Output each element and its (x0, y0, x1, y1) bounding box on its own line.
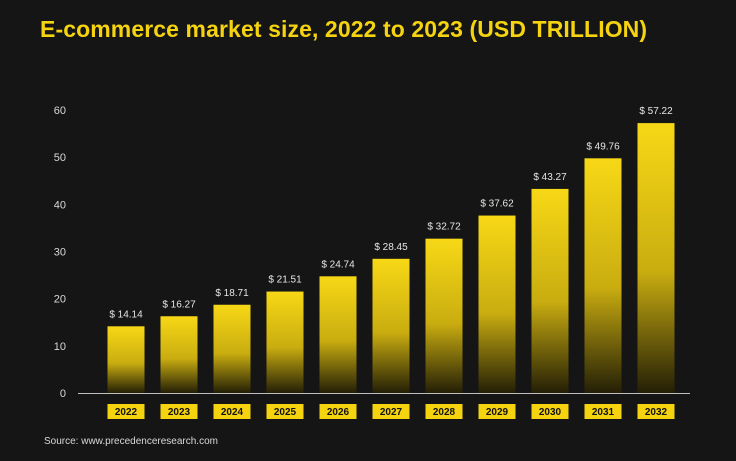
data-label-2025: $ 21.51 (268, 275, 302, 286)
bar-2029 (478, 215, 516, 393)
x-axis-labels: 2022 2023 2024 2025 2026 2027 2028 2029 2030 2031… (107, 404, 675, 419)
y-tick-label: 50 (54, 152, 66, 164)
bar-2027 (372, 258, 410, 393)
y-tick-label: 60 (54, 105, 66, 117)
data-label-2030: $ 43.27 (533, 172, 567, 183)
x-tick-label-2023: 2023 (168, 407, 191, 418)
category-box-2026 (319, 404, 357, 419)
category-box-2022 (107, 404, 145, 419)
bar-2031 (584, 158, 622, 393)
data-label-2032: $ 57.22 (639, 106, 673, 117)
bar-2032 (637, 123, 675, 393)
category-box-2023 (160, 404, 198, 419)
bar-2022 (107, 326, 145, 393)
data-label-2029: $ 37.62 (480, 199, 514, 210)
y-tick-label: 30 (54, 247, 66, 259)
x-tick-label-2022: 2022 (115, 407, 138, 418)
x-tick-label-2024: 2024 (221, 407, 244, 418)
y-tick-label: 40 (54, 199, 66, 211)
bar-2025 (266, 291, 304, 393)
x-tick-label-2031: 2031 (592, 407, 615, 418)
bars: $ 14.14 $ 16.27 $ 18.71 $ 21.51 $ 24.74 $ 28.… (107, 106, 675, 393)
category-box-2030 (531, 404, 569, 419)
y-tick-label: 10 (54, 341, 66, 353)
category-box-2032 (637, 404, 675, 419)
data-label-2026: $ 24.74 (321, 259, 355, 270)
x-tick-label-2026: 2026 (327, 407, 350, 418)
bar-2028 (425, 238, 463, 393)
bar-2024 (213, 304, 251, 393)
x-tick-label-2032: 2032 (645, 407, 668, 418)
bar-2026 (319, 276, 357, 393)
x-tick-label-2025: 2025 (274, 407, 297, 418)
data-label-2022: $ 14.14 (109, 309, 143, 320)
x-tick-label-2029: 2029 (486, 407, 509, 418)
x-tick-label-2028: 2028 (433, 407, 456, 418)
bar-2023 (160, 316, 198, 393)
bar-2030 (531, 188, 569, 393)
category-box-2025 (266, 404, 304, 419)
chart-title: E-commerce market size, 2022 to 2023 (US… (40, 16, 648, 42)
data-label-2031: $ 49.76 (586, 141, 620, 152)
x-tick-label-2030: 2030 (539, 407, 562, 418)
data-label-2027: $ 28.45 (374, 242, 408, 253)
category-box-2024 (213, 404, 251, 419)
y-tick-label: 0 (60, 388, 66, 400)
x-tick-label-2027: 2027 (380, 407, 403, 418)
category-box-2027 (372, 404, 410, 419)
category-box-2031 (584, 404, 622, 419)
category-box-2028 (425, 404, 463, 419)
data-label-2023: $ 16.27 (162, 299, 196, 310)
y-tick-label: 20 (54, 294, 66, 306)
data-label-2024: $ 18.71 (215, 288, 249, 299)
category-box-2029 (478, 404, 516, 419)
data-label-2028: $ 32.72 (427, 222, 461, 233)
source-note: Source: www.precedenceresearch.com (44, 436, 218, 447)
y-axis: 0 10 20 30 40 50 60 (54, 105, 66, 400)
